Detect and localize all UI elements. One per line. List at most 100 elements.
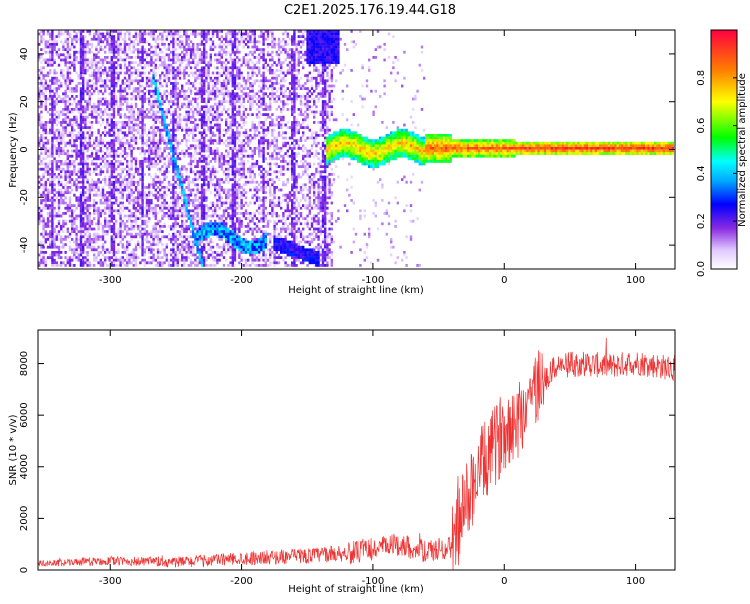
spectrogram-cell xyxy=(198,82,201,85)
spectrogram-cell xyxy=(119,160,122,163)
spectrogram-cell xyxy=(178,196,182,200)
spectrogram-cell xyxy=(108,214,111,218)
spectrogram-cell xyxy=(145,56,149,59)
spectrogram-cell xyxy=(141,102,144,106)
spectrogram-cell xyxy=(220,139,223,142)
spectrogram-cell xyxy=(194,53,197,57)
spectrogram-cell xyxy=(205,222,208,226)
spectrogram-cell xyxy=(88,95,91,98)
spectrogram-cell xyxy=(139,152,142,155)
spectrogram-cell xyxy=(88,32,91,36)
spectrogram-cell xyxy=(183,32,186,36)
spectrogram-cell xyxy=(86,258,89,262)
spectrogram-cell xyxy=(214,225,217,228)
spectrogram-cell xyxy=(126,100,129,103)
spectrogram-cell xyxy=(117,183,120,187)
spectrogram-cell xyxy=(132,66,135,70)
spectrogram-cell xyxy=(187,58,190,62)
spectrogram-cell xyxy=(82,126,85,129)
spectrogram-cell xyxy=(79,131,83,135)
spectrogram-cell xyxy=(132,157,135,161)
spectrogram-cell xyxy=(227,61,230,64)
spectrogram-cell xyxy=(84,199,87,202)
spectrogram-cell xyxy=(82,180,85,184)
spectrogram-cell xyxy=(90,121,94,124)
spectrogram-cell xyxy=(117,89,120,93)
spectrogram-cell xyxy=(152,157,155,161)
spectrogram-cell xyxy=(40,212,43,215)
spectrogram-cell xyxy=(77,108,80,111)
spectrogram-cell xyxy=(181,128,184,132)
spectrogram-cell xyxy=(231,32,234,36)
spectrogram-cell xyxy=(156,53,160,57)
spectrogram-cell xyxy=(183,165,186,168)
spectrogram-cell xyxy=(97,131,100,135)
spectrogram-cell xyxy=(209,160,212,163)
spectrogram-cell xyxy=(137,69,140,72)
spectrogram-cell xyxy=(165,256,168,259)
spectrogram-cell xyxy=(220,154,223,158)
spectrogram-cell xyxy=(66,141,69,145)
spectrogram-cell xyxy=(57,136,61,140)
spectrogram-cell xyxy=(55,82,58,85)
spectrogram-cell xyxy=(170,121,173,124)
spectrogram-cell xyxy=(141,35,144,38)
spectrogram-cell xyxy=(148,199,151,202)
spectrogram-cell xyxy=(108,183,111,187)
spectrogram-cell xyxy=(112,261,116,265)
spectrogram-cell xyxy=(130,183,133,187)
spectrogram-cell xyxy=(44,144,47,148)
spectrogram-cell xyxy=(225,193,228,197)
spectrogram-cell xyxy=(121,180,124,184)
spectrogram-cell xyxy=(185,193,188,197)
spectrogram-cell xyxy=(115,30,118,33)
spectrogram-cell xyxy=(148,160,151,163)
spectrogram-cell xyxy=(218,126,221,129)
spectrogram-cell xyxy=(227,238,230,241)
spectrogram-cell xyxy=(200,50,204,54)
spectrogram-cell xyxy=(176,43,179,46)
spectrogram-cell xyxy=(126,240,129,244)
spectrogram-cell xyxy=(119,100,122,103)
spectrogram-cell xyxy=(55,149,58,153)
spectrogram-cell xyxy=(121,154,124,158)
spectrogram-cell xyxy=(189,152,193,155)
spectrogram-cell xyxy=(44,131,47,135)
spectrogram-cell xyxy=(220,178,223,181)
spectrogram-cell xyxy=(60,225,63,228)
spectrogram-cell xyxy=(198,170,201,174)
spectrogram-cell xyxy=(40,123,43,127)
spectrogram-cell xyxy=(49,126,52,129)
spectrogram-cell xyxy=(152,118,155,122)
spectrogram-cell xyxy=(196,256,199,259)
spectrogram-cell xyxy=(119,258,122,262)
spectrogram-cell xyxy=(196,209,199,213)
spectrogram-cell xyxy=(75,152,78,155)
spectrogram-cell xyxy=(154,37,157,41)
spectrogram-cell xyxy=(194,193,197,197)
spectrogram-cell xyxy=(218,37,221,41)
spectrogram-cell xyxy=(170,214,173,218)
spectrogram-cell xyxy=(233,95,237,98)
spectrogram-cell xyxy=(117,79,120,83)
spectrogram-cell xyxy=(185,113,188,116)
spectrogram-cell xyxy=(123,149,127,153)
spectrogram-cell xyxy=(220,167,223,171)
spectrogram-cell xyxy=(73,37,76,41)
spectrogram-cell xyxy=(97,227,100,231)
spectrogram-cell xyxy=(176,121,179,124)
spectrogram-cell xyxy=(192,199,195,202)
spectrogram-cell xyxy=(77,204,80,207)
spectrogram-cell xyxy=(101,191,105,194)
spectrogram-cell xyxy=(174,232,177,236)
spectrogram-cell xyxy=(84,100,87,103)
spectrogram-cell xyxy=(49,45,52,49)
spectrogram-cell xyxy=(189,217,193,220)
spectrogram-cell xyxy=(134,128,138,132)
spectrogram-cell xyxy=(220,222,223,226)
spectrogram-cell xyxy=(161,102,164,106)
spectrogram-cell xyxy=(71,40,74,44)
spectrogram-cell xyxy=(214,82,217,85)
spectrogram-cell xyxy=(68,178,72,181)
spectrogram-cell xyxy=(163,178,166,181)
